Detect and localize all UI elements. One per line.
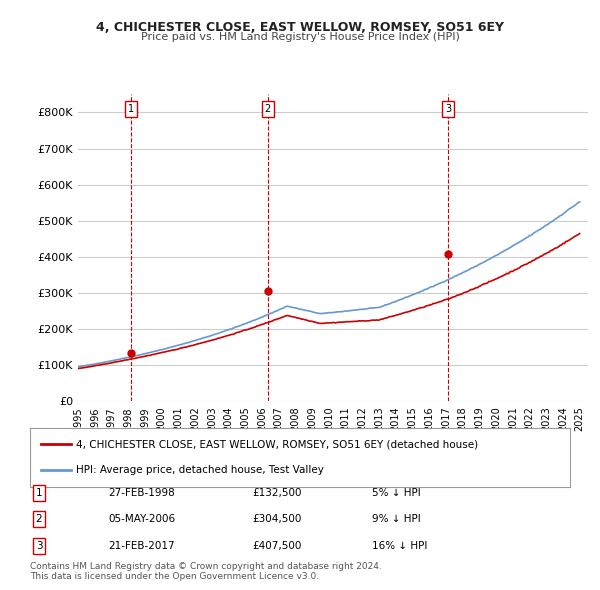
- Text: HPI: Average price, detached house, Test Valley: HPI: Average price, detached house, Test…: [76, 466, 324, 475]
- Text: £304,500: £304,500: [252, 514, 301, 524]
- Text: Price paid vs. HM Land Registry's House Price Index (HPI): Price paid vs. HM Land Registry's House …: [140, 32, 460, 42]
- Text: 1: 1: [35, 488, 43, 497]
- Text: 2: 2: [35, 514, 43, 524]
- Text: 3: 3: [35, 541, 43, 550]
- Text: Contains HM Land Registry data © Crown copyright and database right 2024.
This d: Contains HM Land Registry data © Crown c…: [30, 562, 382, 581]
- Text: 05-MAY-2006: 05-MAY-2006: [108, 514, 175, 524]
- Text: 16% ↓ HPI: 16% ↓ HPI: [372, 541, 427, 550]
- Text: 3: 3: [445, 104, 451, 114]
- Text: 4, CHICHESTER CLOSE, EAST WELLOW, ROMSEY, SO51 6EY: 4, CHICHESTER CLOSE, EAST WELLOW, ROMSEY…: [96, 21, 504, 34]
- Text: 1: 1: [128, 104, 134, 114]
- Text: £132,500: £132,500: [252, 488, 302, 497]
- Text: 21-FEB-2017: 21-FEB-2017: [108, 541, 175, 550]
- Text: 5% ↓ HPI: 5% ↓ HPI: [372, 488, 421, 497]
- Text: £407,500: £407,500: [252, 541, 301, 550]
- Text: 2: 2: [265, 104, 271, 114]
- Text: 4, CHICHESTER CLOSE, EAST WELLOW, ROMSEY, SO51 6EY (detached house): 4, CHICHESTER CLOSE, EAST WELLOW, ROMSEY…: [76, 440, 478, 449]
- Text: 27-FEB-1998: 27-FEB-1998: [108, 488, 175, 497]
- Text: 9% ↓ HPI: 9% ↓ HPI: [372, 514, 421, 524]
